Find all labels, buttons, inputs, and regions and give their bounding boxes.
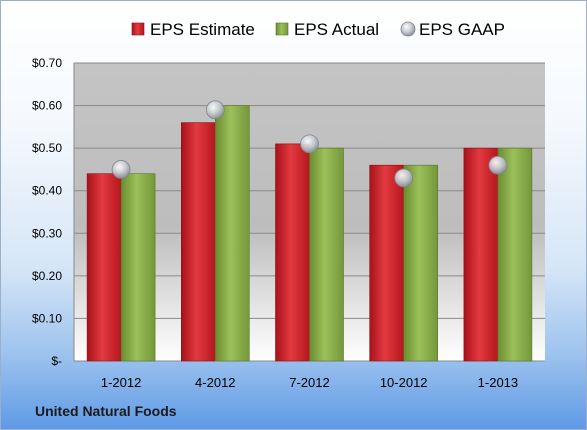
- y-tick-label: $0.70: [32, 56, 62, 70]
- company-name: United Natural Foods: [35, 403, 177, 419]
- y-tick-label: $0.60: [32, 99, 62, 113]
- marker-eps-gaap: [111, 160, 131, 179]
- bar-eps-estimate: [181, 122, 216, 362]
- bar-eps-estimate: [275, 143, 310, 362]
- x-tick-label: 1-2013: [478, 375, 518, 390]
- y-tick-label: $0.40: [32, 184, 62, 198]
- bars: [86, 105, 533, 362]
- eps-chart: $- $0.10 $0.20 $0.30 $0.40 $0.50 $0.60 $0.70 1-…: [32, 20, 545, 390]
- bar-eps-actual: [215, 105, 250, 362]
- y-tick-label: $0.20: [32, 269, 62, 283]
- legend-label: EPS Estimate: [150, 20, 255, 39]
- y-tick-label: $-: [51, 354, 62, 368]
- bar-eps-estimate: [369, 164, 405, 362]
- legend-label: EPS Actual: [294, 20, 379, 39]
- marker-eps-gaap: [488, 155, 508, 175]
- x-tick-label: 4-2012: [195, 375, 235, 390]
- bar-eps-actual: [497, 147, 533, 362]
- y-tick-label: $0.10: [32, 311, 62, 325]
- y-tick-label: $0.30: [32, 226, 62, 240]
- bar-eps-actual: [309, 147, 344, 362]
- x-tick-label: 10-2012: [380, 375, 428, 390]
- bar-eps-actual: [403, 164, 439, 362]
- x-tick-label: 1-2012: [101, 375, 141, 390]
- y-axis-ticks: $- $0.10 $0.20 $0.30 $0.40 $0.50 $0.60 $0.70: [32, 56, 62, 368]
- x-tick-label: 7-2012: [289, 375, 329, 390]
- bar-eps-actual: [120, 173, 156, 362]
- marker-eps-gaap: [394, 168, 414, 188]
- legend: EPS Estimate EPS Actual EPS GAAP: [131, 20, 505, 39]
- legend-swatch: [400, 21, 416, 37]
- y-tick-label: $0.50: [32, 141, 62, 155]
- bar-eps-estimate: [86, 173, 122, 362]
- legend-label: EPS GAAP: [419, 20, 505, 39]
- marker-eps-gaap: [205, 100, 225, 120]
- bar-eps-estimate: [463, 147, 499, 362]
- gaap-markers: [111, 100, 508, 188]
- legend-swatch: [275, 22, 289, 36]
- legend-swatch: [131, 22, 145, 36]
- marker-eps-gaap: [300, 134, 319, 154]
- x-axis-ticks: 1-2012 4-2012 7-2012 10-2012 1-2013: [101, 375, 518, 390]
